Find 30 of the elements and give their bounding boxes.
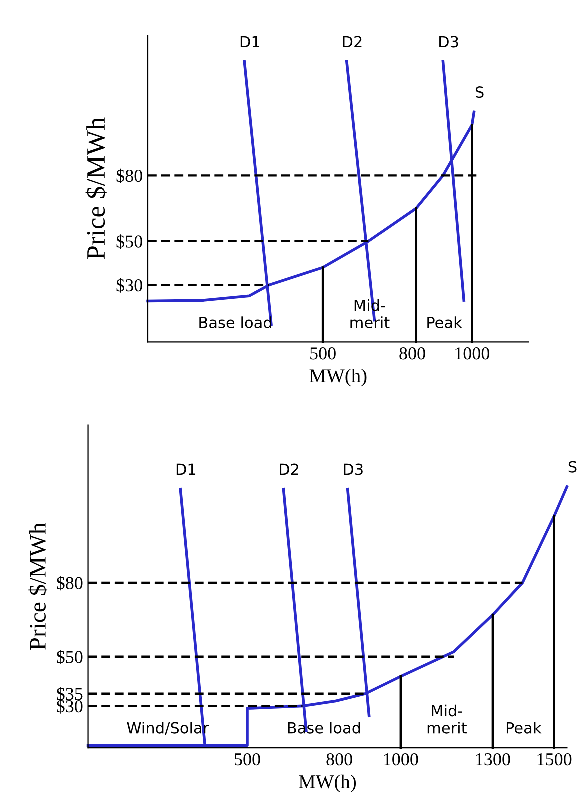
series-label: D1 bbox=[240, 36, 260, 48]
series-label: D2 bbox=[343, 36, 362, 48]
y-tick-label: $80 bbox=[57, 576, 83, 591]
annotation: Mid- merit bbox=[428, 704, 467, 734]
x-axis-title: MW(h) bbox=[310, 368, 367, 387]
x-tick-label: 500 bbox=[310, 348, 336, 360]
series-label: D2 bbox=[280, 464, 298, 476]
series-label: S bbox=[476, 86, 484, 98]
y-tick-label: $35 bbox=[57, 687, 83, 702]
annotation: Peak bbox=[428, 316, 462, 328]
y-tick-label: $50 bbox=[116, 234, 142, 250]
x-axis-title: MW(h) bbox=[299, 774, 356, 793]
annotation: Peak bbox=[506, 722, 542, 734]
y-axis-title: Price $/MWh bbox=[28, 523, 48, 650]
series-label: D1 bbox=[176, 464, 196, 476]
series-label: D3 bbox=[440, 36, 458, 48]
y-tick-label: $30 bbox=[57, 699, 83, 714]
series-label: D3 bbox=[344, 464, 363, 476]
x-tick-label: 800 bbox=[400, 348, 426, 360]
x-tick-label: 500 bbox=[235, 753, 260, 766]
y-tick-label: $30 bbox=[116, 278, 142, 293]
x-tick-label: 800 bbox=[326, 753, 352, 766]
series-label: S bbox=[568, 461, 577, 473]
y-tick-label: $50 bbox=[57, 650, 83, 665]
x-tick-label: 1500 bbox=[538, 753, 572, 766]
y-tick-label: $80 bbox=[116, 168, 142, 184]
x-tick-label: 1000 bbox=[384, 753, 418, 766]
x-tick-label: 1300 bbox=[476, 753, 510, 766]
y-axis-title: Price $/MWh bbox=[86, 118, 107, 260]
x-tick-label: 1000 bbox=[456, 348, 490, 360]
